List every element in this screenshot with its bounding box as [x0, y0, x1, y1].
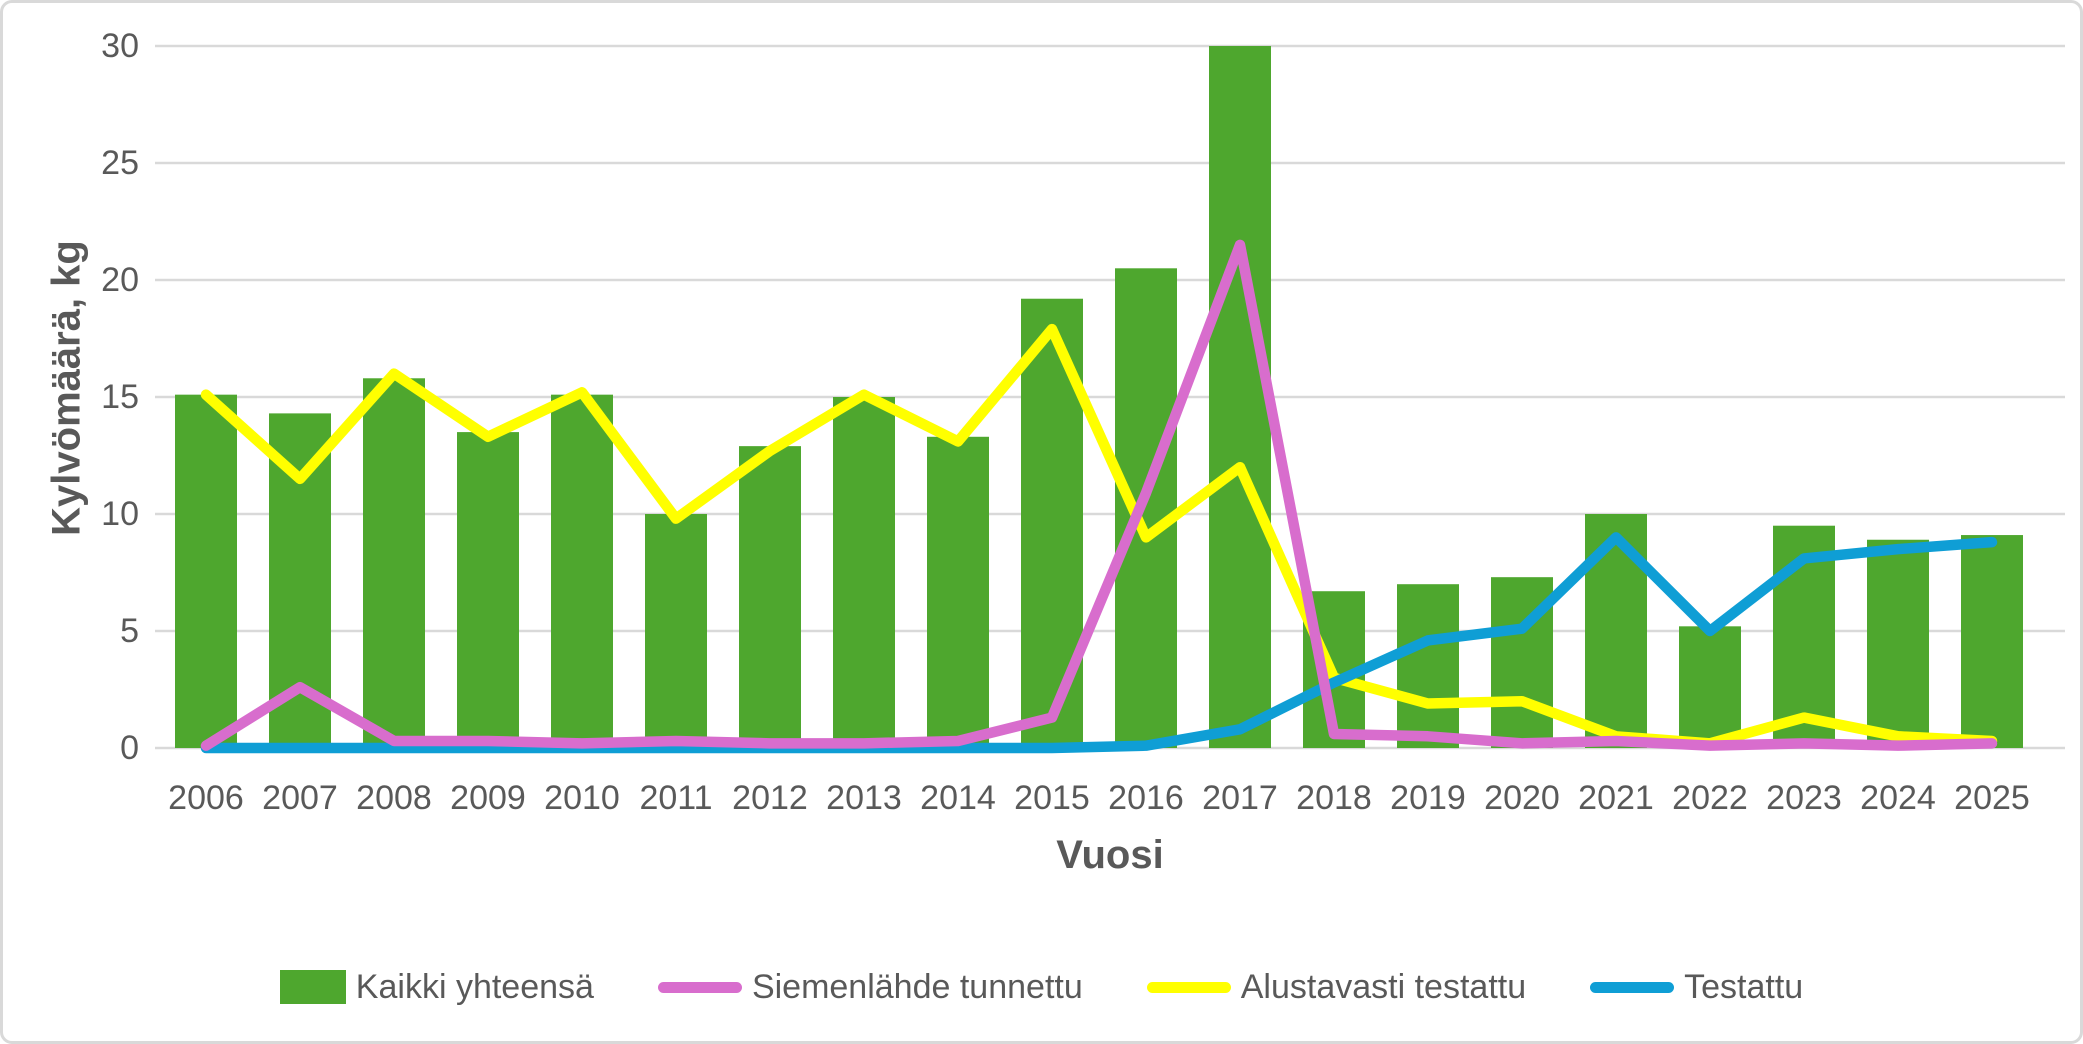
bar-2009: [457, 432, 519, 748]
legend-label: Kaikki yhteensä: [355, 967, 594, 1006]
y-axis-tick-20: 20: [101, 261, 139, 299]
legend-swatch-siemenlahde-tunnettu: [657, 981, 742, 993]
legend-label: Testattu: [1684, 967, 1804, 1006]
x-axis-tick-2007: 2007: [262, 779, 338, 817]
x-axis-tick-2009: 2009: [450, 779, 526, 817]
legend-label: Alustavasti testattu: [1240, 967, 1527, 1006]
x-axis-tick-2020: 2020: [1484, 779, 1560, 817]
x-axis-title: Vuosi: [1056, 833, 1164, 877]
x-axis-tick-2016: 2016: [1108, 779, 1184, 817]
x-axis-tick-2025: 2025: [1954, 779, 2030, 817]
x-axis-tick-2015: 2015: [1014, 779, 1090, 817]
legend-item-alustavasti-testattu: Alustavasti testattu: [1146, 967, 1527, 1007]
y-axis-tick-15: 15: [101, 378, 139, 416]
x-axis-tick-2013: 2013: [826, 779, 902, 817]
x-axis-tick-2023: 2023: [1766, 779, 1842, 817]
y-axis-tick-10: 10: [101, 495, 139, 533]
line-testattu: [200, 532, 1998, 754]
legend: Kaikki yhteensä Siemenlähde tunnettu Alust…: [3, 955, 2080, 1019]
x-axis-tick-2021: 2021: [1578, 779, 1654, 817]
bar-2006: [175, 394, 237, 748]
legend-item-siemenlahde-tunnettu: Siemenlähde tunnettu: [657, 967, 1083, 1007]
bar-2022: [1679, 626, 1741, 748]
bar-2019: [1397, 584, 1459, 748]
legend-item-kaikki-yhteensa: Kaikki yhteensä: [279, 967, 594, 1007]
x-axis-tick-2019: 2019: [1390, 779, 1466, 817]
x-axis-tick-2008: 2008: [356, 779, 432, 817]
bar-2008: [363, 378, 425, 748]
bar-2017: [1209, 46, 1271, 748]
x-axis-tick-2017: 2017: [1202, 779, 1278, 817]
y-axis-title: Kylvömäärä, kg: [44, 240, 89, 536]
x-axis-tick-2022: 2022: [1672, 779, 1748, 817]
bar-2025: [1961, 535, 2023, 748]
y-axis-tick-25: 25: [101, 144, 139, 182]
x-axis-tick-2024: 2024: [1860, 779, 1936, 817]
x-axis-tick-2010: 2010: [544, 779, 620, 817]
bar-2024: [1867, 539, 1929, 748]
x-axis-tick-2012: 2012: [732, 779, 808, 817]
bar-2016: [1115, 268, 1177, 748]
x-axis-tick-2014: 2014: [920, 779, 996, 817]
bar-2014: [927, 436, 989, 748]
bar-2010: [551, 394, 613, 748]
bar-2021: [1585, 514, 1647, 748]
legend-label: Siemenlähde tunnettu: [751, 967, 1083, 1006]
x-axis-tick-2018: 2018: [1296, 779, 1372, 817]
legend-swatch-kaikki-yhteensa: [279, 970, 346, 1004]
bar-2013: [833, 397, 895, 748]
bar-2011: [645, 514, 707, 748]
x-axis-tick-2006: 2006: [168, 779, 244, 817]
y-axis-tick-30: 30: [101, 27, 139, 65]
legend-item-testattu: Testattu: [1590, 968, 1803, 1007]
x-axis-tick-2011: 2011: [639, 779, 712, 817]
bar-2012: [739, 446, 801, 748]
legend-swatch-alustavasti-testattu: [1146, 981, 1231, 993]
y-axis-tick-5: 5: [120, 612, 139, 650]
line-siemenlahde-tunnettu: [200, 239, 1998, 751]
legend-swatch-testattu: [1590, 981, 1675, 993]
y-axis-tick-0: 0: [120, 729, 139, 767]
